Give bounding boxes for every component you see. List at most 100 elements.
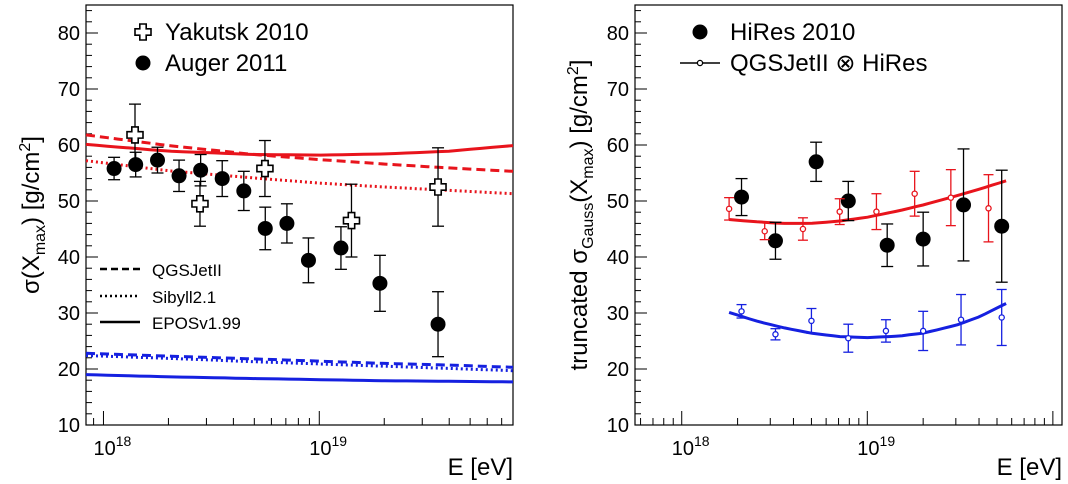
- small-open-circle-marker: [985, 205, 992, 212]
- small-open-circle-marker: [738, 308, 745, 315]
- data-point: [193, 153, 209, 187]
- small-open-circle-marker: [911, 190, 918, 197]
- data-point: [279, 203, 295, 244]
- y-tick-label: 30: [58, 303, 80, 325]
- y-tick-label: 20: [58, 359, 80, 381]
- data-point: [834, 198, 845, 226]
- y-tick-label: 30: [607, 303, 629, 325]
- model-curve-qgsjetii-proton: [85, 133, 514, 173]
- data-point: [806, 307, 817, 334]
- data-point: [909, 170, 920, 217]
- open-cross-marker: [191, 195, 209, 213]
- data-point: [918, 310, 929, 352]
- filled-circle-marker: [236, 183, 252, 199]
- data-point: [945, 168, 956, 227]
- y-tick-label: 50: [58, 191, 80, 213]
- right-axis-ticks: 10 20 30 40 50 60 70 80 1018 1019: [607, 10, 1054, 460]
- open-cross-marker: [429, 178, 447, 196]
- x-tick-label: 1019: [857, 433, 895, 460]
- data-point: [770, 328, 781, 341]
- y-tick-label: 70: [58, 79, 80, 101]
- open-cross-marker: [342, 211, 361, 230]
- legend-auger-label: Auger 2011: [165, 50, 287, 77]
- filled-circle-marker: [879, 237, 895, 253]
- small-open-circle-marker: [873, 208, 880, 215]
- data-point: [171, 159, 187, 193]
- legend-hires-marker: [692, 24, 708, 40]
- small-open-circle-marker: [836, 208, 843, 215]
- filled-circle-marker: [430, 316, 446, 332]
- data-point: [724, 196, 735, 221]
- y-tick-label: 40: [607, 247, 629, 269]
- data-point: [128, 151, 144, 178]
- data-point: [983, 174, 994, 243]
- right-data-marks: [724, 141, 1010, 353]
- data-point: [372, 254, 388, 312]
- data-point: [915, 211, 931, 267]
- legend-qgsjet-hires-marker: [680, 59, 720, 67]
- left-x-axis-label: E [eV]: [448, 454, 513, 481]
- filled-circle-marker: [150, 152, 166, 168]
- filled-circle-icon: [692, 24, 708, 40]
- y-tick-label: 80: [607, 23, 629, 45]
- data-point: [106, 156, 122, 181]
- data-point: [333, 226, 349, 270]
- filled-circle-marker: [128, 157, 144, 173]
- y-tick-label: 60: [58, 135, 80, 157]
- filled-circle-marker: [767, 233, 783, 249]
- data-point: [843, 323, 854, 353]
- filled-circle-marker: [734, 189, 750, 205]
- y-tick-label: 20: [607, 359, 629, 381]
- small-open-circle-marker: [998, 314, 1005, 321]
- filled-circle-marker: [372, 275, 388, 291]
- y-tick-label: 40: [58, 247, 80, 269]
- model-curve-qgsjetii-hires-iron: [728, 302, 1007, 340]
- x-tick-label: 1018: [672, 433, 710, 460]
- legend-hires-label: HiRes 2010: [730, 19, 855, 46]
- left-legend-top: Yakutsk 2010 Auger 2011: [134, 19, 309, 77]
- data-point: [256, 139, 274, 198]
- open-cross-marker: [256, 159, 274, 178]
- data-point: [808, 141, 824, 183]
- left-y-axis-label: σ(Xmax) [g/cm2]: [17, 136, 49, 294]
- left-frame: [85, 4, 514, 426]
- data-point: [429, 147, 447, 227]
- data-point: [300, 237, 316, 284]
- legend-yakutsk-marker: [134, 23, 152, 41]
- legend-auger-marker: [135, 55, 151, 71]
- data-point: [956, 148, 972, 262]
- data-point: [736, 303, 747, 319]
- legend-qgsjet-hires-label: QGSJetII ⊗ HiRes: [730, 50, 927, 77]
- small-open-circle-marker: [882, 327, 890, 335]
- filled-circle-marker: [840, 193, 856, 209]
- small-open-circle-marker: [957, 316, 965, 323]
- data-point: [879, 223, 895, 268]
- data-point: [767, 221, 783, 260]
- data-point: [759, 222, 770, 241]
- filled-circle-marker: [333, 240, 349, 256]
- filled-circle-marker: [106, 161, 122, 177]
- data-point: [840, 180, 856, 222]
- y-tick-label: 50: [607, 191, 629, 213]
- left-data-marks: [85, 103, 514, 384]
- data-point: [880, 319, 891, 343]
- open-cross-icon: [134, 23, 152, 41]
- data-point: [994, 169, 1010, 283]
- small-open-circle-marker: [919, 327, 927, 335]
- legend-epos-label: EPOSv1.99: [152, 314, 241, 333]
- legend-yakutsk-label: Yakutsk 2010: [165, 19, 309, 46]
- right-frame: [634, 4, 1063, 426]
- y-tick-label: 70: [607, 79, 629, 101]
- filled-circle-marker: [193, 162, 209, 178]
- data-point: [996, 288, 1007, 347]
- filled-circle-marker: [257, 220, 273, 236]
- filled-circle-marker: [300, 252, 316, 268]
- chart-left: 10 20 30 40 50 60 70 80 1018 1019 Yakutsk 2010 Au…: [17, 4, 514, 481]
- small-open-circle-marker: [808, 317, 815, 325]
- x-tick-label: 1019: [309, 433, 347, 460]
- filled-circle-marker: [994, 218, 1010, 234]
- small-open-circle-marker: [799, 225, 807, 233]
- legend-qgsjet-label: QGSJetII: [152, 261, 222, 280]
- model-curve-qgsjetii-iron: [85, 351, 514, 369]
